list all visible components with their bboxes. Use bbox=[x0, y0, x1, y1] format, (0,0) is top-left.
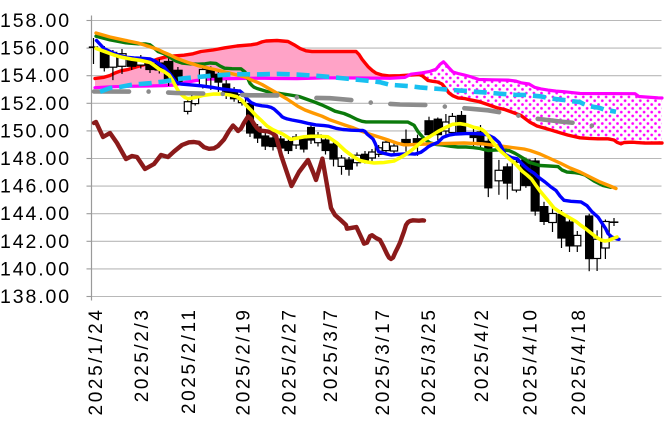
svg-text:148.00: 148.00 bbox=[0, 148, 71, 170]
svg-text:154.00: 154.00 bbox=[0, 65, 71, 87]
svg-text:156.00: 156.00 bbox=[0, 38, 71, 60]
svg-text:2025/4/18: 2025/4/18 bbox=[569, 308, 590, 416]
svg-text:142.00: 142.00 bbox=[0, 231, 71, 253]
svg-text:150.00: 150.00 bbox=[0, 120, 71, 142]
svg-text:146.00: 146.00 bbox=[0, 176, 71, 198]
svg-text:2025/4/10: 2025/4/10 bbox=[521, 308, 542, 416]
svg-text:2025/4/2: 2025/4/2 bbox=[472, 308, 493, 403]
svg-text:158.00: 158.00 bbox=[0, 10, 71, 32]
svg-text:2025/2/11: 2025/2/11 bbox=[179, 308, 200, 415]
svg-text:2025/1/24: 2025/1/24 bbox=[86, 308, 107, 416]
svg-text:2025/3/17: 2025/3/17 bbox=[373, 308, 394, 416]
svg-text:138.00: 138.00 bbox=[0, 286, 71, 308]
svg-text:2025/3/7: 2025/3/7 bbox=[321, 308, 342, 403]
svg-text:2025/2/19: 2025/2/19 bbox=[233, 308, 254, 416]
svg-text:140.00: 140.00 bbox=[0, 258, 71, 280]
svg-text:152.00: 152.00 bbox=[0, 93, 71, 115]
svg-text:2025/2/3: 2025/2/3 bbox=[132, 308, 153, 403]
svg-text:144.00: 144.00 bbox=[0, 203, 71, 225]
svg-text:2025/3/25: 2025/3/25 bbox=[419, 308, 440, 416]
svg-text:2025/2/27: 2025/2/27 bbox=[279, 308, 300, 416]
